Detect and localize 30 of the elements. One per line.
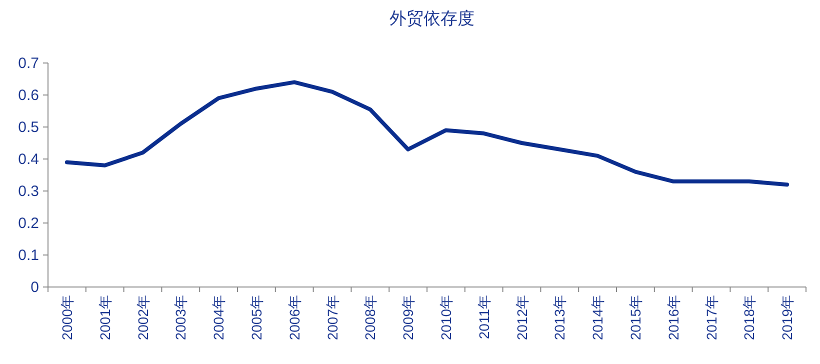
line-series xyxy=(64,80,790,187)
x-tick-label: 2000年 xyxy=(58,295,75,340)
y-tick-label: 0.6 xyxy=(18,87,39,104)
x-tick-label: 2005年 xyxy=(248,295,264,340)
x-tick-label: 2016年 xyxy=(665,295,682,340)
y-tick-label: 0.7 xyxy=(18,55,39,72)
x-tick-label: 2001年 xyxy=(96,295,113,340)
x-tick-label: 2009年 xyxy=(400,295,416,340)
x-tick-label: 2007年 xyxy=(324,295,340,340)
x-tick-label: 2006年 xyxy=(286,295,302,340)
chart-title: 外贸依存度 xyxy=(390,9,474,28)
x-tick-label: 2003年 xyxy=(172,295,189,340)
x-tick-label: 2015年 xyxy=(627,295,644,340)
x-tick-label: 2008年 xyxy=(362,295,378,340)
y-tick-label: 0.3 xyxy=(18,183,39,200)
x-tick-label: 2017年 xyxy=(703,295,720,340)
y-tick-label: 0.2 xyxy=(18,215,39,232)
x-tick-label: 2002年 xyxy=(134,295,151,340)
x-tick-label: 2014年 xyxy=(590,295,606,340)
x-tick-label: 2011年 xyxy=(476,295,492,340)
y-tick-label: 0.1 xyxy=(18,247,39,264)
x-tick-label: 2012年 xyxy=(514,295,530,340)
y-tick-label: 0.4 xyxy=(18,151,39,168)
x-tick-label: 2004年 xyxy=(210,295,227,340)
x-tick-label: 2010年 xyxy=(438,295,454,340)
x-tick-label: 2018年 xyxy=(741,295,758,340)
y-tick-label: 0 xyxy=(30,279,39,296)
x-tick-label: 2013年 xyxy=(552,295,568,340)
y-tick-label: 0.5 xyxy=(18,119,39,136)
x-tick-label: 2019年 xyxy=(779,295,796,340)
